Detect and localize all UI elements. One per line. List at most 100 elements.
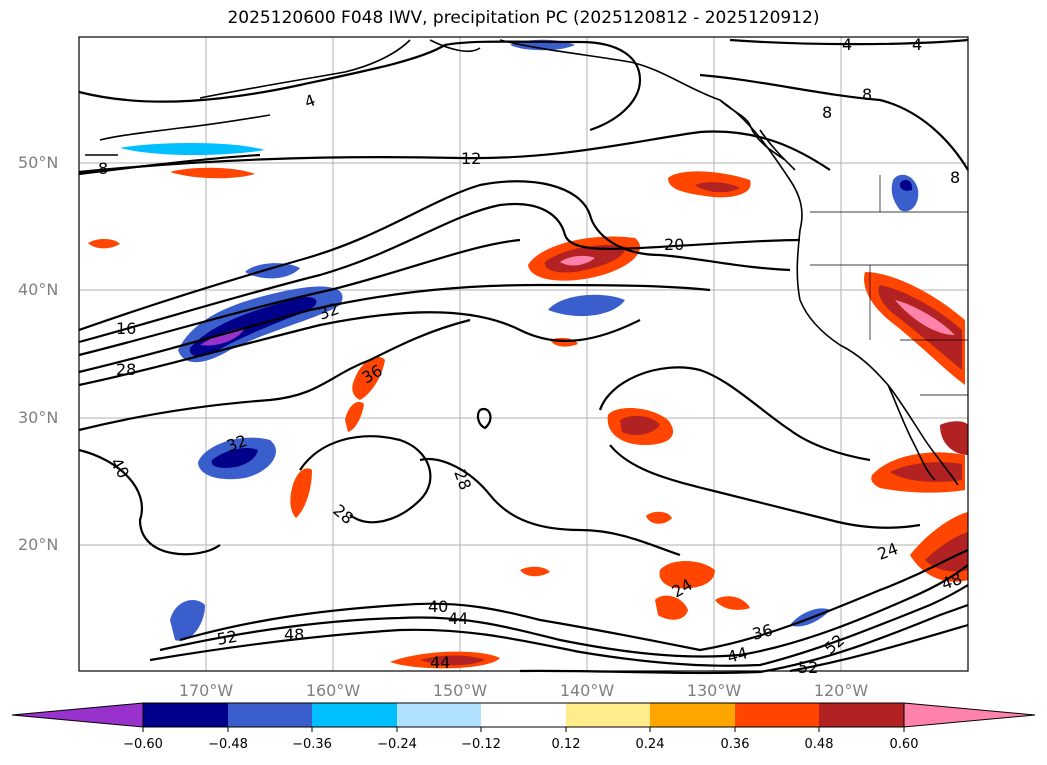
us-west-coast (796, 229, 959, 486)
colorbar-extend-low (11, 702, 144, 728)
contour-8 (78, 73, 969, 176)
neg-blob-south (170, 600, 205, 641)
pos-blob-south-1 (659, 561, 715, 589)
colorbar-swatch (650, 703, 735, 727)
contour-label: 44 (448, 609, 468, 628)
contour-label: 8 (950, 168, 960, 187)
contour-label: 40 (428, 597, 448, 616)
contour-south-3 (149, 584, 969, 667)
contour-label: 28 (329, 501, 357, 529)
neg-blob-north (120, 143, 265, 155)
contour-32 (78, 311, 641, 387)
coastlines (85, 39, 959, 486)
colorbar-swatch (397, 703, 481, 727)
contour-label: 52 (215, 627, 238, 649)
pos-blob-south-3 (715, 596, 750, 610)
contour-label: 8 (862, 85, 872, 104)
colorbar-swatch (143, 703, 228, 727)
lon-label-120w: 120°W (813, 681, 869, 700)
colorbar-tick-label: −0.12 (461, 737, 501, 752)
contour-36 (78, 318, 471, 432)
contour-label: 8 (822, 103, 832, 122)
contour-40-west (78, 448, 221, 556)
colorbar-tick-label: 0.36 (720, 737, 750, 752)
lon-label-170w: 170°W (178, 681, 234, 700)
contour-label: 36 (750, 620, 775, 644)
colorbar-swatch (566, 703, 650, 727)
neg-blob-central (548, 294, 625, 317)
pos-core-center-south (620, 415, 660, 436)
lon-label-140w: 140°W (559, 681, 615, 700)
colorbar-swatch (819, 703, 904, 727)
pos-core-bottom (420, 655, 485, 666)
aleutians (85, 114, 271, 156)
iwv-contours (78, 38, 969, 675)
colorbar (11, 702, 1036, 732)
lat-label-30n: 30°N (18, 408, 59, 427)
map-frame (78, 36, 969, 672)
contour-24 (78, 238, 521, 357)
pos-blob-small-1 (646, 511, 672, 524)
colorbar-frame (142, 702, 905, 728)
lon-label-150w: 150°W (432, 681, 488, 700)
colorbar-tick-label: 0.60 (889, 737, 919, 752)
pos-streak-1 (352, 356, 385, 400)
pos-blob-west-edge (88, 238, 120, 249)
pos-pink-central-north (560, 255, 595, 266)
borders (810, 175, 968, 396)
pos-core-south-coast (925, 532, 968, 572)
pos-blob-se-edge (940, 421, 968, 455)
colorbar-tick-label: 0.48 (804, 737, 834, 752)
neg-blob-ne (891, 174, 919, 212)
colorbar-tick-label: −0.48 (208, 737, 248, 752)
contour-label: 52 (798, 658, 818, 677)
contour-south-1 (179, 548, 969, 652)
pos-blob-northwest (170, 167, 255, 179)
pos-blob-south-2 (655, 595, 688, 620)
contour-label: 48 (284, 625, 304, 644)
colorbar-tick-label: −0.24 (377, 737, 417, 752)
pos-blob-small-2 (520, 566, 550, 577)
contour-label: 8 (98, 159, 108, 178)
contour-labels: 4 4 4 8 8 8 8 12 16 20 24 24 28 28 28 32… (98, 35, 964, 677)
lat-label-50n: 50°N (18, 153, 59, 172)
pos-core-ne-coast (695, 182, 740, 193)
colorbar-swatch (735, 703, 819, 727)
contour-label: 4 (302, 90, 318, 111)
contour-label: 44 (430, 653, 450, 672)
contour-12 (78, 130, 831, 174)
colorbar-extend-high (903, 702, 1036, 728)
contour-label: 28 (116, 360, 136, 379)
contour-label: 52 (820, 630, 848, 658)
colorbar-swatch (481, 703, 566, 727)
lon-label-160w: 160°W (305, 681, 361, 700)
colorbar-tick-label: 0.12 (551, 737, 581, 752)
bc-islands (719, 99, 796, 171)
lat-label-20n: 20°N (18, 535, 59, 554)
contour-28-mid (419, 457, 681, 557)
contour-label: 16 (116, 319, 136, 338)
contour-label: 20 (664, 235, 684, 254)
pos-streak-3 (290, 468, 312, 518)
lat-label-40n: 40°N (18, 280, 59, 299)
precipitation-field (88, 39, 968, 669)
pos-core-east (878, 285, 962, 370)
lon-label-130w: 130°W (686, 681, 742, 700)
neg-blob-west-small (245, 263, 300, 279)
pos-pink-east (895, 300, 955, 335)
contour-south-2 (159, 564, 969, 658)
pos-streak-2 (345, 401, 364, 432)
contour-52 (789, 623, 969, 673)
colorbar-swatch (312, 703, 397, 727)
colorbar-tick-label: 0.24 (635, 737, 665, 752)
colorbar-swatch (228, 703, 312, 727)
colorbar-tick-label: −0.36 (292, 737, 332, 752)
map-title: 2025120600 F048 IWV, precipitation PC (2… (227, 8, 820, 28)
gridlines (79, 37, 968, 671)
contour-inner-1 (598, 366, 871, 462)
contour-28 (78, 283, 711, 374)
alaska-coast (199, 39, 803, 231)
contour-4 (78, 38, 969, 132)
contour-20 (78, 202, 801, 344)
